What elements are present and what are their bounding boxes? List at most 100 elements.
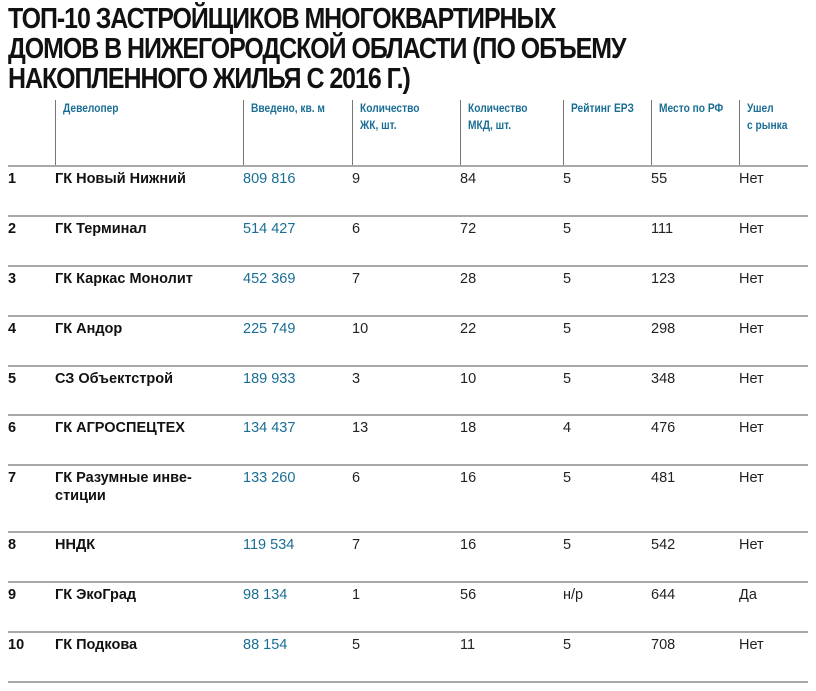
developer-name: ГК Андор [55, 321, 123, 337]
complexes-cell: 1 [352, 587, 361, 603]
rank-cell: 7 [8, 470, 17, 486]
rf-place-cell: 298 [651, 321, 676, 337]
developer-name: ГК Каркас Монолит [55, 271, 193, 287]
developer-cell: ГК Подкова [55, 636, 137, 654]
header-left-market: Ушел с рынка [739, 100, 808, 166]
header-complexes: Количество ЖК, шт. [352, 100, 460, 166]
complexes-cell: 5 [352, 637, 361, 653]
row-divider [8, 681, 808, 683]
left-market-cell: Нет [739, 470, 764, 486]
volume-cell: 133 260 [243, 470, 296, 486]
developer-cell: ННДК [55, 536, 95, 554]
volume-cell: 98 134 [243, 587, 288, 603]
header-rating: Рейтинг ЕРЗ [563, 100, 651, 166]
developer-cell: ГК ЭкоГрад [55, 586, 136, 604]
developer-name-continued: стиции [55, 488, 106, 504]
header-buildings-line1: Количество [468, 101, 528, 115]
developer-cell: ГК Каркас Монолит [55, 270, 193, 288]
complexes-cell: 9 [352, 171, 361, 187]
buildings-cell: 56 [460, 587, 477, 603]
rating-cell: 5 [563, 321, 572, 337]
header-divider [8, 165, 808, 167]
rank-cell: 6 [8, 420, 17, 436]
rf-place-cell: 542 [651, 537, 676, 553]
row-divider [8, 631, 808, 633]
row-divider [8, 365, 808, 367]
title-line-3: НАКОПЛЕННОГО ЖИЛЬЯ С 2016 Г.) [8, 63, 411, 95]
rf-place-cell: 123 [651, 271, 676, 287]
rank-cell: 8 [8, 537, 17, 553]
rating-cell: 5 [563, 637, 572, 653]
row-divider [8, 215, 808, 217]
left-market-cell: Да [739, 587, 757, 603]
left-market-cell: Нет [739, 321, 764, 337]
row-divider [8, 464, 808, 466]
buildings-cell: 10 [460, 371, 477, 387]
volume-cell: 134 437 [243, 420, 296, 436]
developer-name: ННДК [55, 537, 96, 553]
developer-name: ГК Терминал [55, 221, 147, 237]
complexes-cell: 6 [352, 470, 361, 486]
complexes-cell: 7 [352, 537, 361, 553]
title-line-1: ТОП-10 ЗАСТРОЙЩИКОВ МНОГОКВАРТИРНЫХ [8, 3, 557, 35]
header-rating-label: Рейтинг ЕРЗ [571, 101, 634, 115]
developer-cell: ГК Новый Нижний [55, 170, 186, 188]
rank-cell: 10 [8, 637, 25, 653]
developer-cell: ГК Разумные инве-стиции [55, 469, 192, 505]
volume-cell: 452 369 [243, 271, 296, 287]
title-line-2: ДОМОВ В НИЖЕГОРОДСКОЙ ОБЛАСТИ (ПО ОБЪЕМУ [8, 33, 627, 65]
left-market-cell: Нет [739, 537, 764, 553]
header-volume-label: Введено, кв. м [251, 101, 325, 115]
rating-cell: 5 [563, 537, 572, 553]
complexes-cell: 7 [352, 271, 361, 287]
buildings-cell: 22 [460, 321, 477, 337]
page-title: ТОП-10 ЗАСТРОЙЩИКОВ МНОГОКВАРТИРНЫХ ДОМО… [8, 4, 696, 94]
rank-cell: 5 [8, 371, 17, 387]
header-developer-label: Девелопер [63, 101, 119, 115]
rating-cell: н/р [563, 587, 584, 603]
rf-place-cell: 481 [651, 470, 676, 486]
developer-cell: СЗ Объектстрой [55, 370, 173, 388]
rf-place-cell: 348 [651, 371, 676, 387]
rating-cell: 5 [563, 221, 572, 237]
rf-place-cell: 476 [651, 420, 676, 436]
left-market-cell: Нет [739, 171, 764, 187]
rating-cell: 5 [563, 371, 572, 387]
complexes-cell: 13 [352, 420, 369, 436]
complexes-cell: 6 [352, 221, 361, 237]
row-divider [8, 531, 808, 533]
header-left-market-line1: Ушел [747, 101, 774, 115]
buildings-cell: 16 [460, 470, 477, 486]
buildings-cell: 16 [460, 537, 477, 553]
rf-place-cell: 644 [651, 587, 676, 603]
rank-cell: 4 [8, 321, 17, 337]
complexes-cell: 10 [352, 321, 369, 337]
volume-cell: 809 816 [243, 171, 296, 187]
developer-name: ГК Подкова [55, 637, 138, 653]
row-divider [8, 581, 808, 583]
header-volume: Введено, кв. м [243, 100, 352, 166]
row-divider [8, 315, 808, 317]
rf-place-cell: 111 [651, 221, 674, 237]
header-rf-place: Место по РФ [651, 100, 739, 166]
developer-cell: ГК АГРОСПЕЦТЕХ [55, 419, 185, 437]
table-header: Девелопер Введено, кв. м Количество ЖК, … [8, 100, 808, 166]
buildings-cell: 84 [460, 171, 477, 187]
left-market-cell: Нет [739, 371, 764, 387]
developer-name: ГК Разумные инве- [55, 470, 192, 486]
header-developer: Девелопер [55, 100, 243, 166]
buildings-cell: 18 [460, 420, 477, 436]
rating-cell: 5 [563, 470, 572, 486]
rank-cell: 3 [8, 271, 17, 287]
rf-place-cell: 708 [651, 637, 676, 653]
rank-cell: 1 [8, 171, 17, 187]
rating-cell: 5 [563, 271, 572, 287]
left-market-cell: Нет [739, 637, 764, 653]
developer-name: ГК АГРОСПЕЦТЕХ [55, 420, 185, 436]
left-market-cell: Нет [739, 221, 764, 237]
row-divider [8, 265, 808, 267]
header-complexes-line1: Количество [360, 101, 420, 115]
volume-cell: 514 427 [243, 221, 296, 237]
buildings-cell: 72 [460, 221, 477, 237]
left-market-cell: Нет [739, 271, 764, 287]
